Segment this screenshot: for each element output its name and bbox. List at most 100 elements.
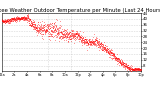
Point <box>104 49 106 50</box>
Point <box>22 16 24 17</box>
Point <box>53 24 56 26</box>
Point <box>85 41 87 42</box>
Point <box>115 59 118 60</box>
Point <box>95 40 98 41</box>
Point <box>26 15 28 16</box>
Point <box>20 17 22 18</box>
Point <box>93 42 95 44</box>
Point <box>104 47 106 48</box>
Point <box>55 30 57 31</box>
Point <box>78 37 80 38</box>
Point <box>78 35 81 37</box>
Point <box>85 41 88 43</box>
Point <box>51 31 53 32</box>
Point <box>55 19 57 20</box>
Point <box>66 33 69 34</box>
Point <box>10 19 12 20</box>
Point <box>2 20 4 21</box>
Point <box>9 20 12 21</box>
Point <box>117 60 119 62</box>
Point <box>25 17 27 18</box>
Point <box>21 19 23 20</box>
Point <box>75 38 78 39</box>
Point <box>10 21 12 22</box>
Point <box>46 24 49 26</box>
Point <box>41 29 44 31</box>
Point <box>29 24 31 26</box>
Point <box>110 52 112 53</box>
Point <box>102 49 105 50</box>
Point <box>4 20 7 21</box>
Point <box>11 19 13 20</box>
Point <box>134 69 137 70</box>
Point <box>130 70 132 71</box>
Point <box>91 41 93 42</box>
Point <box>116 57 119 59</box>
Point <box>63 33 65 35</box>
Point <box>123 67 126 69</box>
Point <box>25 19 27 20</box>
Point <box>35 26 37 27</box>
Point <box>65 31 68 33</box>
Point <box>101 45 104 46</box>
Point <box>15 19 18 20</box>
Point <box>45 30 48 31</box>
Point <box>122 62 125 64</box>
Point <box>135 69 137 70</box>
Point <box>42 27 44 29</box>
Point <box>136 69 138 70</box>
Point <box>41 29 43 31</box>
Point <box>59 32 62 33</box>
Point <box>107 51 109 53</box>
Point <box>116 59 118 60</box>
Point <box>24 17 27 18</box>
Point <box>18 16 21 18</box>
Point <box>35 27 37 29</box>
Point <box>125 65 127 67</box>
Point <box>79 36 81 38</box>
Point <box>66 34 68 36</box>
Point <box>118 62 120 63</box>
Point <box>64 33 66 35</box>
Point <box>50 26 53 27</box>
Point <box>90 40 93 41</box>
Point <box>129 68 132 69</box>
Point <box>26 21 29 22</box>
Point <box>95 36 98 37</box>
Point <box>33 22 35 23</box>
Point <box>52 32 55 33</box>
Point <box>39 32 42 33</box>
Point <box>58 37 60 39</box>
Point <box>120 63 122 64</box>
Point <box>1 21 4 22</box>
Point <box>8 19 10 21</box>
Point <box>93 39 96 40</box>
Point <box>106 48 109 50</box>
Point <box>23 18 25 19</box>
Point <box>95 39 98 41</box>
Point <box>9 20 11 22</box>
Point <box>24 18 27 19</box>
Point <box>125 66 128 68</box>
Point <box>111 52 113 53</box>
Point <box>104 50 106 51</box>
Point <box>92 41 95 42</box>
Point <box>35 29 38 31</box>
Point <box>40 35 43 37</box>
Point <box>88 39 91 40</box>
Point <box>139 69 142 71</box>
Point <box>20 17 23 19</box>
Point <box>138 69 141 70</box>
Point <box>23 18 26 19</box>
Point <box>58 27 61 29</box>
Point <box>60 31 62 32</box>
Point <box>74 33 77 35</box>
Point <box>112 57 115 59</box>
Point <box>28 19 31 20</box>
Point <box>84 42 86 43</box>
Point <box>79 37 81 38</box>
Point <box>56 33 59 34</box>
Point <box>103 47 105 48</box>
Point <box>75 33 78 35</box>
Point <box>18 19 21 20</box>
